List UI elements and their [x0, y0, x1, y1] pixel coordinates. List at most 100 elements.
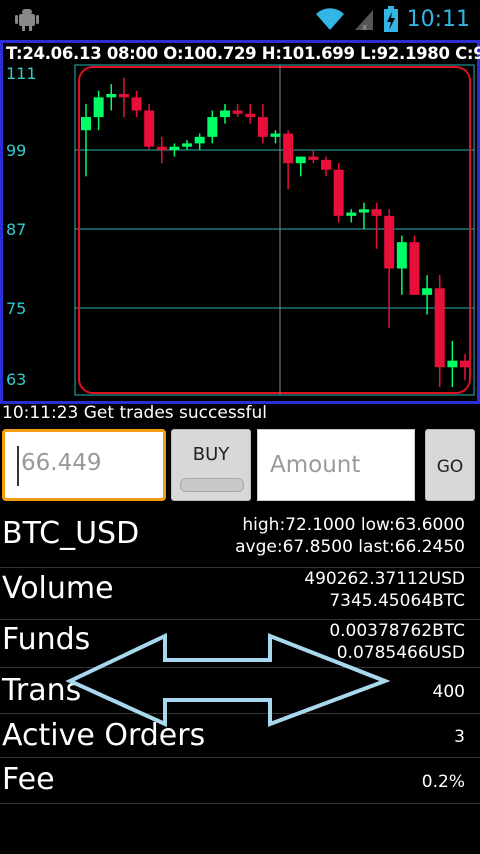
candle [132, 91, 142, 117]
candle [372, 203, 382, 249]
candle-body [81, 117, 91, 130]
active-orders-row[interactable]: Active Orders 3 [0, 714, 480, 758]
y-tick-label: 111 [6, 64, 37, 83]
candlestick-chart: 111 99 87 75 63 [3, 43, 477, 401]
candle [169, 143, 179, 156]
active-orders-value: 3 [454, 726, 465, 748]
candle-body [119, 94, 129, 97]
candle-body [207, 117, 217, 137]
candle-body [195, 137, 205, 144]
toggle-indicator [180, 478, 244, 492]
fee-title: Fee [2, 762, 55, 797]
signal-icon: x [353, 6, 375, 32]
svg-text:x: x [362, 23, 368, 32]
funds-usd: 0.0785466USD [329, 642, 465, 664]
candle [271, 130, 281, 143]
plot-frame [75, 65, 474, 395]
candle [308, 150, 318, 163]
trans-value: 400 [433, 681, 465, 703]
candle-body [334, 170, 344, 216]
volume-row[interactable]: Volume 490262.37112USD 7345.45064BTC [0, 568, 480, 620]
candle [296, 157, 306, 177]
candle [144, 104, 154, 150]
candle [397, 236, 407, 295]
y-tick-label: 99 [6, 141, 26, 160]
candle [258, 104, 268, 143]
candle [435, 275, 445, 387]
price-field[interactable]: 66.449 [2, 429, 166, 501]
y-tick-label: 87 [6, 220, 26, 239]
candle-body [182, 143, 192, 146]
candle-body [220, 111, 230, 118]
candle [157, 137, 167, 163]
candle-body [422, 288, 432, 295]
pair-stats: high:72.1000 low:63.6000 avge:67.8500 la… [235, 514, 465, 558]
active-orders-title: Active Orders [2, 718, 205, 753]
candle [106, 84, 116, 110]
candle [81, 104, 91, 176]
fee-value: 0.2% [422, 771, 465, 793]
battery-charging-icon [383, 5, 399, 33]
volume-values: 490262.37112USD 7345.45064BTC [304, 568, 465, 612]
y-tick-label: 63 [6, 370, 26, 389]
candle-body [346, 213, 356, 216]
go-label: GO [426, 457, 474, 477]
candle-body [397, 242, 407, 268]
candle [283, 130, 293, 189]
candle [195, 134, 205, 150]
candle-body [308, 157, 318, 160]
candle-body [460, 361, 470, 368]
candle-body [384, 216, 394, 269]
buy-toggle-button[interactable]: BUY [171, 429, 251, 501]
candle-body [409, 242, 419, 295]
amount-field[interactable]: Amount [257, 429, 415, 501]
volume-title: Volume [2, 571, 114, 606]
y-tick-label: 75 [6, 299, 26, 318]
candle [460, 354, 470, 380]
candle-body [94, 97, 104, 117]
candle-body [132, 97, 142, 110]
pair-row[interactable]: BTC_USD high:72.1000 low:63.6000 avge:67… [0, 510, 480, 568]
candle [245, 104, 255, 124]
price-value: 66.449 [21, 450, 101, 476]
candle-body [321, 160, 331, 170]
candle [207, 111, 217, 144]
text-cursor [17, 446, 19, 486]
candle-body [106, 94, 116, 97]
wifi-icon [315, 6, 345, 32]
candle [346, 209, 356, 222]
plot-border [79, 67, 470, 393]
candle [409, 236, 419, 295]
funds-title: Funds [2, 622, 90, 657]
candle-body [296, 157, 306, 164]
candle-body [271, 134, 281, 137]
candle-body [372, 209, 382, 216]
funds-values: 0.00378762BTC 0.0785466USD [329, 620, 465, 664]
ohlc-readout: T:24.06.13 08:00 O:100.729 H:101.699 L:9… [6, 44, 480, 63]
amount-placeholder: Amount [270, 452, 360, 478]
buy-label: BUY [172, 444, 250, 465]
candle-body [144, 111, 154, 147]
candle-body [283, 134, 293, 164]
candle-body [169, 147, 179, 150]
go-button[interactable]: GO [425, 429, 475, 501]
candle-body [233, 111, 243, 114]
candle [334, 163, 344, 222]
volume-usd: 490262.37112USD [304, 568, 465, 590]
clock: 10:11 [407, 7, 470, 32]
fee-row[interactable]: Fee 0.2% [0, 758, 480, 804]
trans-row[interactable]: Trans 400 [0, 668, 480, 714]
candle [94, 91, 104, 131]
volume-btc: 7345.45064BTC [304, 590, 465, 612]
funds-row[interactable]: Funds 0.00378762BTC 0.0785466USD [0, 620, 480, 668]
pair-stats-line1: high:72.1000 low:63.6000 [235, 514, 465, 536]
candle-body [258, 117, 268, 137]
candle [359, 203, 369, 229]
candle [220, 104, 230, 124]
price-chart[interactable]: 111 99 87 75 63 T:24.06.13 08:00 O:100.729 H… [0, 40, 480, 404]
status-message: 10:11:23 Get trades successful [2, 403, 267, 423]
candle-body [157, 147, 167, 150]
candle [119, 78, 129, 118]
pair-name: BTC_USD [2, 516, 139, 551]
candle [447, 341, 457, 387]
